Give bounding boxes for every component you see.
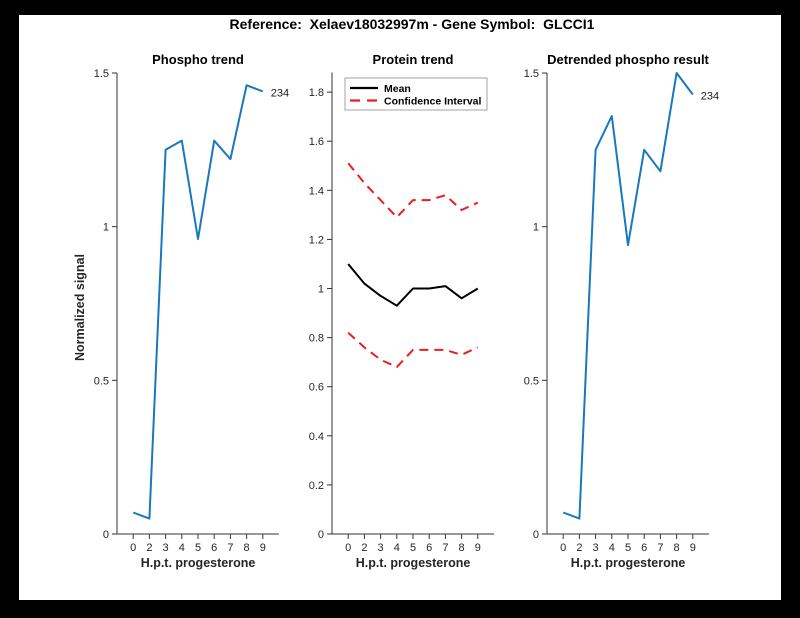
- x-tick-label: 4: [179, 542, 185, 554]
- x-tick-label: 8: [459, 542, 465, 554]
- legend-label: Confidence Interval: [384, 96, 482, 108]
- x-tick-label: 0: [560, 542, 566, 554]
- y-tick-label: 1.5: [524, 68, 539, 80]
- phospho-signal-line: [132, 84, 264, 520]
- y-tick-label: 0: [533, 529, 539, 541]
- x-tick-label: 6: [641, 542, 647, 554]
- legend-box: [344, 77, 488, 111]
- y-tick-label: 0.5: [94, 375, 109, 387]
- x-tick-label: 6: [426, 542, 432, 554]
- x-tick-label: 5: [195, 542, 201, 554]
- figure-page: [19, 15, 781, 600]
- x-tick-label: 8: [674, 542, 680, 554]
- x-tick-label: 8: [244, 542, 250, 554]
- y-tick-label: 0: [103, 529, 109, 541]
- y-tick-label: 0: [318, 529, 324, 541]
- figure-title: Reference: Xelaev18032997m - Gene Symbol…: [229, 16, 595, 32]
- x-tick-label: 2: [146, 542, 152, 554]
- x-tick-label: 9: [260, 542, 266, 554]
- x-tick-label: 9: [475, 542, 481, 554]
- detrended-phospho-signal-line: [562, 72, 694, 520]
- x-tick-label: 6: [211, 542, 217, 554]
- x-tick-label: 3: [593, 542, 599, 554]
- y-tick-label: 0.6: [309, 382, 324, 394]
- y-tick-label: 1: [533, 222, 539, 234]
- y-tick-label: 1: [318, 284, 324, 296]
- x-axis-label: H.p.t. progesterone: [356, 556, 471, 570]
- y-axis-label: Normalized signal: [73, 254, 87, 361]
- x-tick-label: 5: [410, 542, 416, 554]
- confidence-lower-line: [347, 331, 479, 369]
- trace-id-annotation: 234: [701, 91, 719, 103]
- x-tick-label: 5: [625, 542, 631, 554]
- y-tick-label: 0.2: [309, 480, 324, 492]
- y-tick-label: 0.8: [309, 333, 324, 345]
- x-tick-label: 3: [378, 542, 384, 554]
- x-tick-label: 7: [227, 542, 233, 554]
- x-tick-label: 2: [361, 542, 367, 554]
- trace-id-annotation: 234: [271, 87, 289, 99]
- x-tick-label: 4: [609, 542, 615, 554]
- legend-label: Mean: [384, 83, 411, 95]
- y-tick-label: 0.5: [524, 375, 539, 387]
- plot-title: Phospho trend: [152, 52, 244, 67]
- x-tick-label: 0: [130, 542, 136, 554]
- y-tick-label: 1.5: [94, 68, 109, 80]
- x-tick-label: 2: [576, 542, 582, 554]
- x-tick-label: 9: [690, 542, 696, 554]
- y-tick-label: 1: [103, 222, 109, 234]
- plot-title: Protein trend: [373, 52, 454, 67]
- x-axis-label: H.p.t. progesterone: [571, 556, 686, 570]
- y-tick-label: 1.6: [309, 136, 324, 148]
- y-tick-label: 0.4: [309, 431, 324, 443]
- confidence-upper-line: [347, 162, 479, 219]
- x-tick-label: 7: [657, 542, 663, 554]
- x-tick-label: 4: [394, 542, 400, 554]
- x-tick-label: 0: [345, 542, 351, 554]
- y-tick-label: 1.2: [309, 234, 324, 246]
- x-tick-label: 3: [163, 542, 169, 554]
- x-tick-label: 7: [442, 542, 448, 554]
- x-axis-label: H.p.t. progesterone: [141, 556, 256, 570]
- mean-line: [347, 263, 479, 307]
- y-tick-label: 1.4: [309, 185, 324, 197]
- plot-title: Detrended phospho result: [547, 52, 709, 67]
- protein-trend-plot: 00.20.40.60.811.21.41.61.80 2 3 4 5 6 7 8 9Prote…: [309, 52, 494, 570]
- y-tick-label: 1.8: [309, 87, 324, 99]
